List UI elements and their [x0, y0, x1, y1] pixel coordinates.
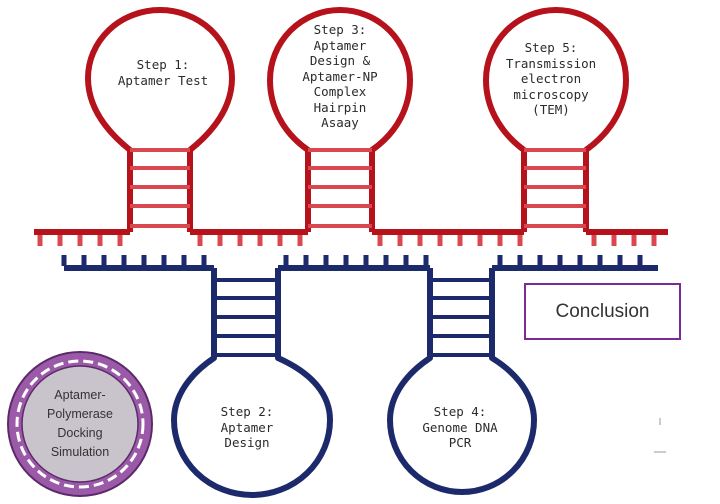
hairpin-loop-step-2 [171, 268, 333, 498]
conclusion-label: Conclusion [555, 300, 650, 322]
navy-stem-rungs [214, 278, 492, 357]
conclusion-button[interactable]: Conclusion [524, 283, 681, 340]
step-1-label: Step 1: Aptamer Test [117, 57, 209, 88]
hairpin-loop-step-5 [483, 7, 629, 232]
hairpin-loop-step-3 [267, 7, 413, 232]
step-4-label: Step 4: Genome DNA PCR [422, 404, 498, 450]
step-2-label: Step 2: Aptamer Design [220, 404, 274, 450]
lower-navy-strand [61, 255, 658, 498]
red-stem-rungs [130, 148, 586, 228]
step-3-label: Step 3: Aptamer Design & Aptamer-NP Comp… [302, 22, 378, 130]
red-strand-ticks [37, 235, 657, 246]
hairpin-loop-step-1 [85, 7, 235, 232]
simulation-badge [7, 351, 153, 497]
upper-red-strand [34, 7, 668, 246]
hairpin-loop-step-4 [387, 268, 537, 495]
step-5-label: Step 5: Transmission electron microscopy… [505, 40, 597, 117]
decorative-marks [654, 418, 666, 453]
navy-strand-ticks [61, 255, 643, 266]
simulation-label: Aptamer- Polymerase Docking Simulation [47, 388, 113, 459]
